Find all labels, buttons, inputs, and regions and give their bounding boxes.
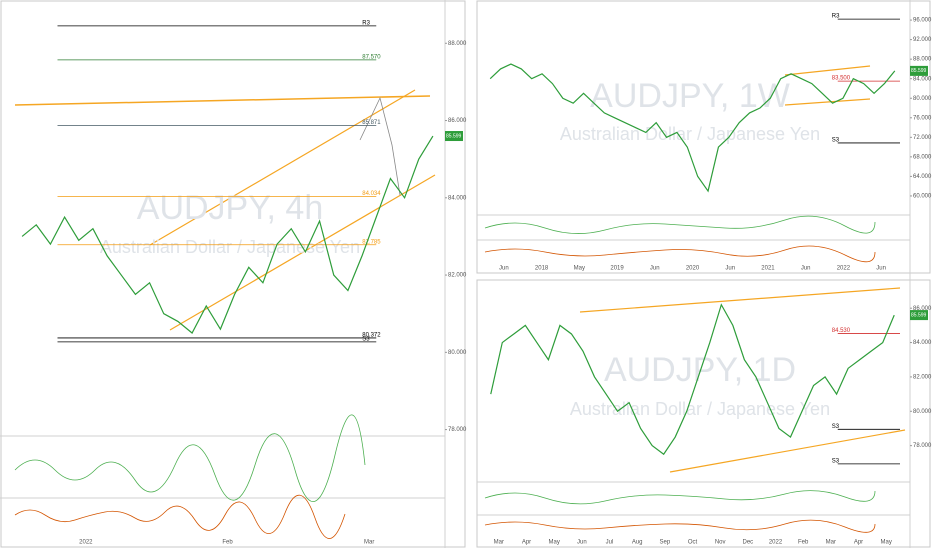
price-level-label: 84.530 <box>832 328 851 334</box>
oscillator <box>484 490 876 505</box>
y-tick-label: 60.000 <box>913 194 932 200</box>
panel-frame <box>476 279 931 548</box>
oscillator <box>14 414 366 503</box>
last-price-label: 85.599 <box>446 133 462 139</box>
oscillator <box>484 519 876 533</box>
x-tick-label: Jun <box>801 266 811 272</box>
last-price-box <box>910 310 928 321</box>
price-line <box>490 303 895 456</box>
last-price-label: 85.599 <box>911 312 927 318</box>
x-tick-label: Jun <box>725 266 735 272</box>
y-tick-label: 96.000 <box>913 18 932 24</box>
panel-frame <box>0 0 466 548</box>
y-tick-label: 84.000 <box>913 340 932 346</box>
x-tick-label: Feb <box>222 540 233 546</box>
x-tick-label: Feb <box>798 540 809 546</box>
x-tick-label: Apr <box>522 540 531 546</box>
x-tick-label: Apr <box>854 540 863 546</box>
price-line <box>21 135 434 334</box>
x-tick-label: May <box>548 540 559 546</box>
y-tick-label: 92.000 <box>913 37 932 43</box>
y-tick-label: 80.000 <box>448 350 467 356</box>
y-tick-label: 84.000 <box>448 195 467 201</box>
price-level-label: S3 <box>362 336 370 342</box>
watermark-subtitle: Australian Dollar / Japanese Yen <box>570 399 830 419</box>
y-tick-label: 88.000 <box>913 57 932 63</box>
x-tick-label: 2022 <box>837 266 851 272</box>
oscillator <box>14 494 346 539</box>
trend-line <box>169 174 436 331</box>
price-level-label: S3 <box>832 138 840 144</box>
oscillator <box>484 215 876 234</box>
watermark-subtitle: Australian Dollar / Japanese Yen <box>560 124 820 144</box>
watermark-subtitle: Australian Dollar / Japanese Yen <box>100 237 360 257</box>
x-tick-label: May <box>880 540 891 546</box>
x-tick-label: 2018 <box>535 266 549 272</box>
last-price-box <box>445 131 463 142</box>
oscillator <box>484 245 876 263</box>
x-tick-label: Mar <box>364 540 374 546</box>
last-price-label: 85.599 <box>911 68 927 74</box>
x-tick-label: Sep <box>659 540 670 546</box>
y-tick-label: 82.000 <box>913 374 932 380</box>
price-level-label: 82.785 <box>362 239 381 245</box>
x-tick-label: Mar <box>826 540 836 546</box>
trend-line <box>579 287 901 313</box>
price-level-label: 80.372 <box>362 333 381 339</box>
y-tick-label: 64.000 <box>913 174 932 180</box>
price-level-label: 87.570 <box>362 54 381 60</box>
price-level-label: R3 <box>362 20 370 26</box>
price-level-label: R3 <box>832 14 840 20</box>
x-tick-label: Jul <box>606 540 614 546</box>
y-tick-label: 80.000 <box>913 96 932 102</box>
y-tick-label: 86.000 <box>448 118 467 124</box>
last-price-box <box>910 65 928 76</box>
x-tick-label: 2019 <box>610 266 624 272</box>
trend-line <box>784 65 871 76</box>
price-level-label: S3 <box>832 458 840 464</box>
y-tick-label: 68.000 <box>913 154 932 160</box>
x-tick-label: 2022 <box>79 540 93 546</box>
y-tick-label: 86.000 <box>913 306 932 312</box>
x-tick-label: Jun <box>499 266 509 272</box>
trend-line <box>149 89 416 246</box>
x-tick-label: Jun <box>650 266 660 272</box>
watermark-title: AUDJPY, 1W <box>590 77 790 115</box>
price-level-label: 83.500 <box>832 76 851 82</box>
x-tick-label: Jun <box>577 540 587 546</box>
x-tick-label: Oct <box>688 540 698 546</box>
y-tick-label: 78.000 <box>913 443 932 449</box>
y-tick-label: 72.000 <box>913 135 932 141</box>
x-tick-label: Nov <box>715 540 726 546</box>
x-tick-label: May <box>574 266 585 272</box>
projection-path <box>359 96 401 196</box>
price-line <box>489 63 896 193</box>
price-level-label: 85.871 <box>362 120 381 126</box>
watermark-title: AUDJPY, 4h <box>137 189 323 227</box>
y-tick-label: 84.000 <box>913 76 932 82</box>
trend-line <box>669 429 906 473</box>
price-level-label: S3 <box>832 424 840 430</box>
y-tick-label: 76.000 <box>913 115 932 121</box>
x-tick-label: Aug <box>632 540 643 546</box>
x-tick-label: Dec <box>742 540 753 546</box>
x-tick-label: 2020 <box>686 266 700 272</box>
x-tick-label: 2022 <box>769 540 783 546</box>
trend-line <box>14 95 431 106</box>
y-tick-label: 82.000 <box>448 273 467 279</box>
y-tick-label: 80.000 <box>913 409 932 415</box>
x-tick-label: Mar <box>494 540 504 546</box>
x-tick-label: Jun <box>876 266 886 272</box>
price-level-label: 84.034 <box>362 191 381 197</box>
y-tick-label: 78.000 <box>448 427 467 433</box>
y-tick-label: 88.000 <box>448 41 467 47</box>
x-tick-label: 2021 <box>761 266 775 272</box>
trend-line <box>784 98 871 106</box>
panel-frame <box>476 0 931 274</box>
